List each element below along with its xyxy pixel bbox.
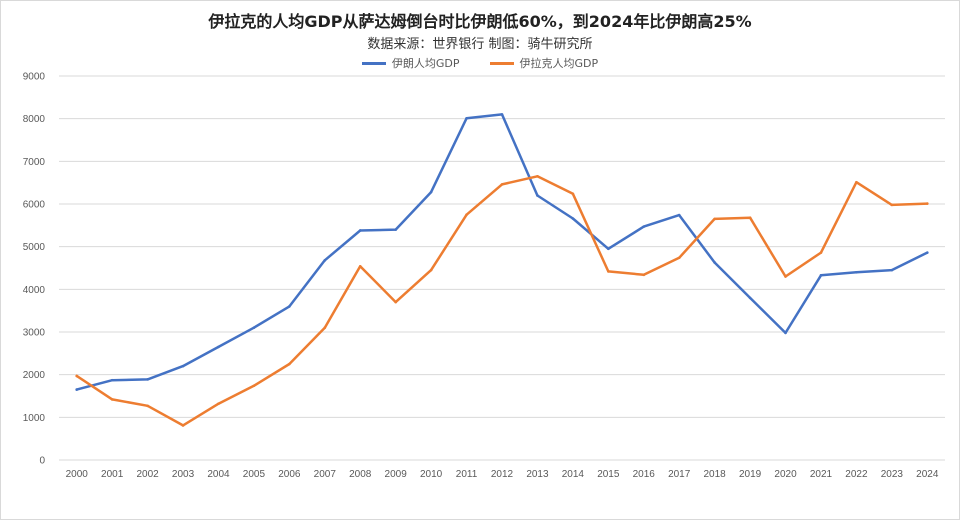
data-point-iran: [75, 388, 79, 391]
legend-item-iraq: 伊拉克人均GDP: [489, 55, 599, 71]
data-point-iran: [677, 213, 681, 217]
data-point-iran: [855, 270, 858, 274]
y-tick-label: 8000: [23, 114, 46, 125]
data-point-iraq: [784, 275, 787, 278]
legend-item-iran: 伊朗人均GDP: [361, 55, 460, 71]
x-tick-label: 2018: [704, 469, 727, 480]
data-point-iraq: [146, 404, 149, 408]
data-point-iran: [784, 331, 787, 335]
x-tick-label: 2007: [314, 469, 337, 480]
x-tick-label: 2005: [243, 469, 266, 480]
data-point-iran: [181, 364, 185, 368]
chart-title: 伊拉克的人均GDP从萨达姆倒台时比伊朗低60%，到2024年比伊朗高25%: [208, 12, 752, 31]
data-point-iraq: [571, 192, 575, 196]
y-tick-label: 7000: [23, 157, 46, 168]
data-point-iran: [358, 229, 362, 232]
x-tick-label: 2014: [562, 469, 585, 480]
data-point-iran: [748, 296, 752, 300]
x-tick-label: 2002: [136, 469, 159, 480]
y-tick-label: 9000: [23, 72, 46, 83]
x-tick-label: 2024: [916, 469, 939, 480]
data-point-iraq: [181, 424, 185, 427]
data-point-iraq: [677, 256, 681, 260]
x-tick-label: 2004: [207, 469, 230, 480]
legend-swatch-iraq: [489, 61, 514, 65]
x-tick-label: 2000: [66, 469, 89, 480]
x-tick-label: 2001: [101, 469, 124, 480]
data-point-iran: [394, 228, 397, 231]
x-tick-label: 2010: [420, 469, 443, 480]
y-tick-label: 5000: [23, 242, 46, 253]
data-point-iraq: [642, 273, 646, 277]
data-point-iraq: [465, 213, 468, 216]
data-point-iran: [890, 268, 894, 272]
data-point-iraq: [748, 216, 752, 219]
x-tick-label: 2009: [385, 469, 408, 480]
data-point-iraq: [358, 264, 362, 268]
data-point-iraq: [288, 362, 291, 366]
y-tick-label: 6000: [23, 200, 46, 211]
data-point-iraq: [394, 300, 397, 304]
data-point-iran: [465, 116, 468, 120]
data-point-iraq: [819, 251, 823, 254]
data-point-iran: [500, 113, 504, 116]
y-tick-label: 0: [39, 456, 45, 467]
data-point-iran: [571, 217, 575, 220]
x-tick-label: 2015: [597, 469, 620, 480]
data-point-iran: [429, 190, 433, 194]
x-tick-label: 2011: [456, 469, 478, 480]
data-point-iraq: [536, 174, 539, 178]
x-tick-label: 2022: [845, 469, 868, 480]
y-tick-label: 1000: [23, 413, 46, 424]
data-point-iran: [146, 378, 149, 381]
data-point-iraq: [500, 183, 504, 186]
data-point-iran: [288, 305, 291, 308]
y-tick-label: 4000: [23, 285, 46, 296]
legend-label-iran: 伊朗人均GDP: [391, 57, 460, 70]
data-point-iran: [819, 273, 823, 277]
data-point-iran: [217, 345, 220, 349]
x-tick-label: 2008: [349, 469, 372, 480]
data-point-iran: [110, 378, 114, 382]
data-point-iraq: [925, 202, 929, 205]
series-line-iran: [75, 113, 929, 391]
x-tick-label: 2006: [278, 469, 301, 480]
legend-swatch-iran: [361, 61, 386, 65]
x-tick-label: 2003: [172, 469, 195, 480]
data-point-iran: [925, 251, 929, 254]
data-point-iraq: [75, 374, 79, 378]
data-point-iran: [713, 261, 716, 264]
data-point-iran: [252, 326, 256, 330]
series-line-iraq: [75, 175, 929, 427]
legend-label-iraq: 伊拉克人均GDP: [519, 57, 599, 70]
data-point-iraq: [323, 326, 327, 330]
chart-subtitle: 数据来源：世界银行 制图：骑牛研究所: [367, 37, 593, 52]
legend: 伊朗人均GDP 伊拉克人均GDP: [0, 55, 960, 71]
data-point-iraq: [607, 270, 610, 273]
data-point-iraq: [713, 217, 716, 221]
data-point-iraq: [429, 268, 433, 272]
data-point-iraq: [110, 398, 114, 401]
data-point-iraq: [252, 384, 256, 388]
x-tick-label: 2012: [491, 469, 514, 480]
data-point-iraq: [855, 180, 858, 184]
data-point-iran: [607, 247, 610, 251]
y-tick-label: 3000: [23, 328, 46, 339]
x-tick-label: 2021: [810, 469, 833, 480]
x-tick-label: 2023: [881, 469, 904, 480]
x-tick-label: 2016: [633, 469, 656, 480]
data-point-iraq: [217, 402, 220, 405]
data-point-iran: [642, 225, 646, 228]
x-tick-label: 2013: [526, 469, 549, 480]
data-point-iran: [536, 194, 539, 197]
data-point-iran: [323, 259, 327, 262]
x-tick-label: 2019: [739, 469, 762, 480]
x-tick-label: 2017: [668, 469, 691, 480]
x-tick-label: 2020: [774, 469, 797, 480]
data-point-iraq: [890, 203, 894, 207]
y-tick-label: 2000: [23, 370, 46, 381]
